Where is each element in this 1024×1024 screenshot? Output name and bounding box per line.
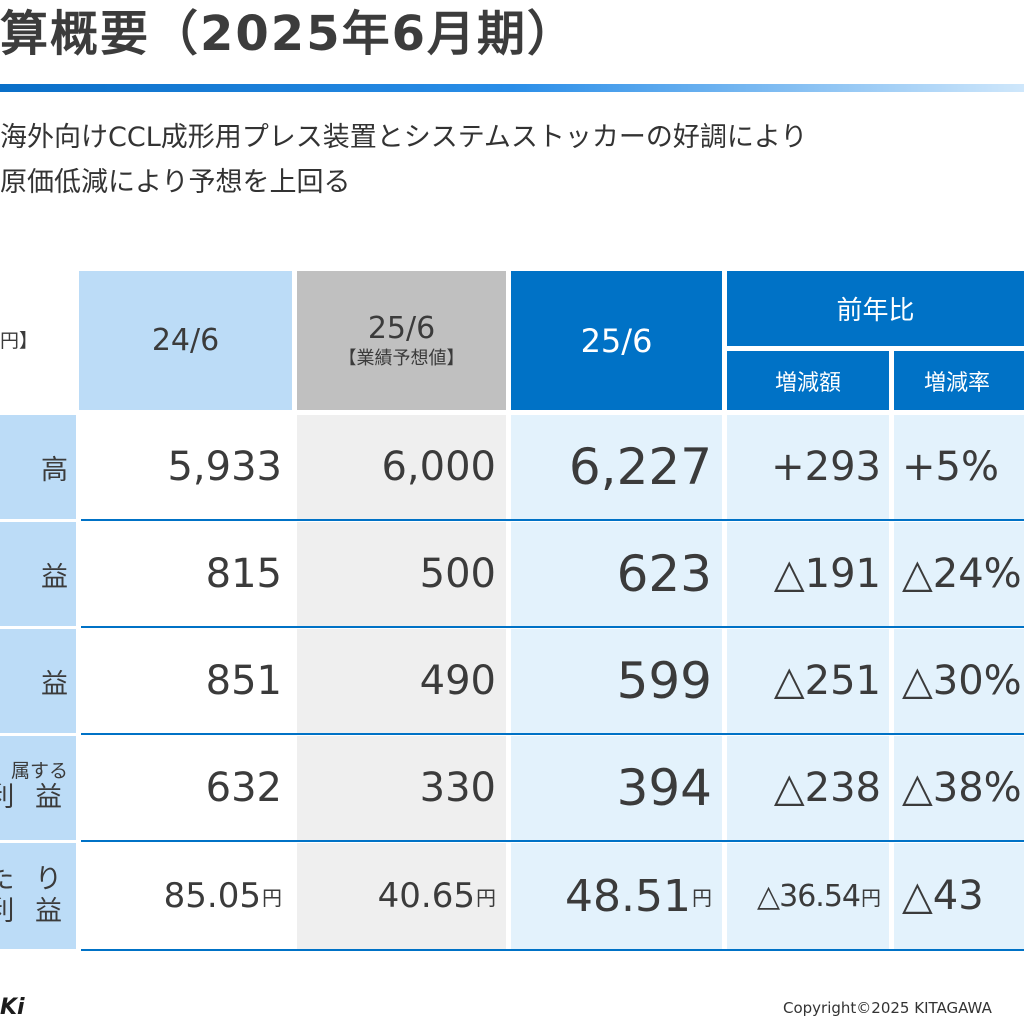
cell-yoy-rate: △43 bbox=[894, 843, 1024, 949]
column-header-yoy-rate: 増減率 bbox=[894, 351, 1024, 410]
cell-value: 40.65 bbox=[377, 876, 475, 916]
cell-prev: 632 bbox=[81, 736, 292, 840]
cell-prev: 85.05 円 bbox=[81, 843, 292, 949]
cell-prev: 5,933 bbox=[81, 415, 292, 519]
cell-value: 48.51 bbox=[565, 870, 691, 922]
cell-yoy-rate: △30% bbox=[894, 629, 1024, 733]
cell-yoy-amount: △36.54 円 bbox=[727, 843, 889, 949]
cell-current: 623 bbox=[511, 522, 722, 626]
cell-yoy-amount: △191 bbox=[727, 522, 889, 626]
cell-prev: 815 bbox=[81, 522, 292, 626]
page-title: 算概要（2025年6月期） bbox=[0, 6, 577, 62]
row-divider bbox=[81, 519, 1024, 521]
row-label-operating-profit: 益 bbox=[0, 522, 76, 626]
company-logo: Ki bbox=[0, 995, 25, 1020]
cell-current: 6,227 bbox=[511, 415, 722, 519]
row-divider bbox=[81, 626, 1024, 628]
row-label-net-income: 属する 利 益 bbox=[0, 736, 76, 840]
yen-unit: 円 bbox=[692, 885, 712, 910]
cell-value: △36.54 bbox=[757, 878, 861, 914]
row-label-top: た り bbox=[0, 863, 68, 895]
column-header-yoy: 前年比 bbox=[727, 271, 1024, 346]
cell-current: 394 bbox=[511, 736, 722, 840]
cell-prev: 851 bbox=[81, 629, 292, 733]
column-header-prev-year: 24/6 bbox=[79, 271, 292, 410]
cell-current: 48.51 円 bbox=[511, 843, 722, 949]
cell-forecast: 500 bbox=[297, 522, 506, 626]
cell-forecast: 40.65 円 bbox=[297, 843, 506, 949]
cell-yoy-amount: △238 bbox=[727, 736, 889, 840]
cell-forecast: 490 bbox=[297, 629, 506, 733]
cell-yoy-rate: +5% bbox=[894, 415, 1024, 519]
yen-unit: 円 bbox=[861, 885, 881, 910]
row-label-net-sales: 高 bbox=[0, 415, 76, 519]
summary-line-1: 海外向けCCL成形用プレス装置とシステムストッカーの好調により bbox=[0, 122, 808, 153]
row-divider bbox=[81, 840, 1024, 842]
cell-forecast: 6,000 bbox=[297, 415, 506, 519]
title-underline-bar bbox=[0, 84, 1024, 92]
cell-yoy-amount: +293 bbox=[727, 415, 889, 519]
yen-unit: 円 bbox=[476, 885, 496, 910]
row-label-small: 属する bbox=[10, 760, 68, 783]
copyright-text: Copyright©2025 KITAGAWA bbox=[783, 999, 992, 1017]
cell-yoy-amount: △251 bbox=[727, 629, 889, 733]
row-divider bbox=[81, 733, 1024, 735]
column-header-forecast-note: 【業績予想値】 bbox=[338, 347, 465, 369]
cell-yoy-rate: △24% bbox=[894, 522, 1024, 626]
cell-value: 85.05 bbox=[163, 876, 261, 916]
yen-unit: 円 bbox=[262, 885, 282, 910]
row-label-big: 利 益 bbox=[0, 782, 68, 814]
summary-text: 海外向けCCL成形用プレス装置とシステムストッカーの好調により 原価低減により予… bbox=[0, 116, 1024, 205]
column-header-forecast: 25/6 【業績予想値】 bbox=[297, 271, 506, 410]
column-header-current-year: 25/6 bbox=[511, 271, 722, 410]
summary-line-2: 原価低減により予想を上回る bbox=[0, 166, 351, 198]
unit-label: 円】 bbox=[0, 330, 39, 352]
cell-yoy-rate: △38% bbox=[894, 736, 1024, 840]
column-header-forecast-period: 25/6 bbox=[367, 310, 436, 346]
cell-forecast: 330 bbox=[297, 736, 506, 840]
row-label-ordinary-profit: 益 bbox=[0, 629, 76, 733]
row-label-eps: た り 利 益 bbox=[0, 843, 76, 949]
cell-current: 599 bbox=[511, 629, 722, 733]
cell-value: △43 bbox=[902, 873, 984, 919]
row-divider bbox=[81, 949, 1024, 951]
row-label-big: 利 益 bbox=[0, 896, 68, 927]
column-header-yoy-amount: 増減額 bbox=[727, 351, 889, 410]
